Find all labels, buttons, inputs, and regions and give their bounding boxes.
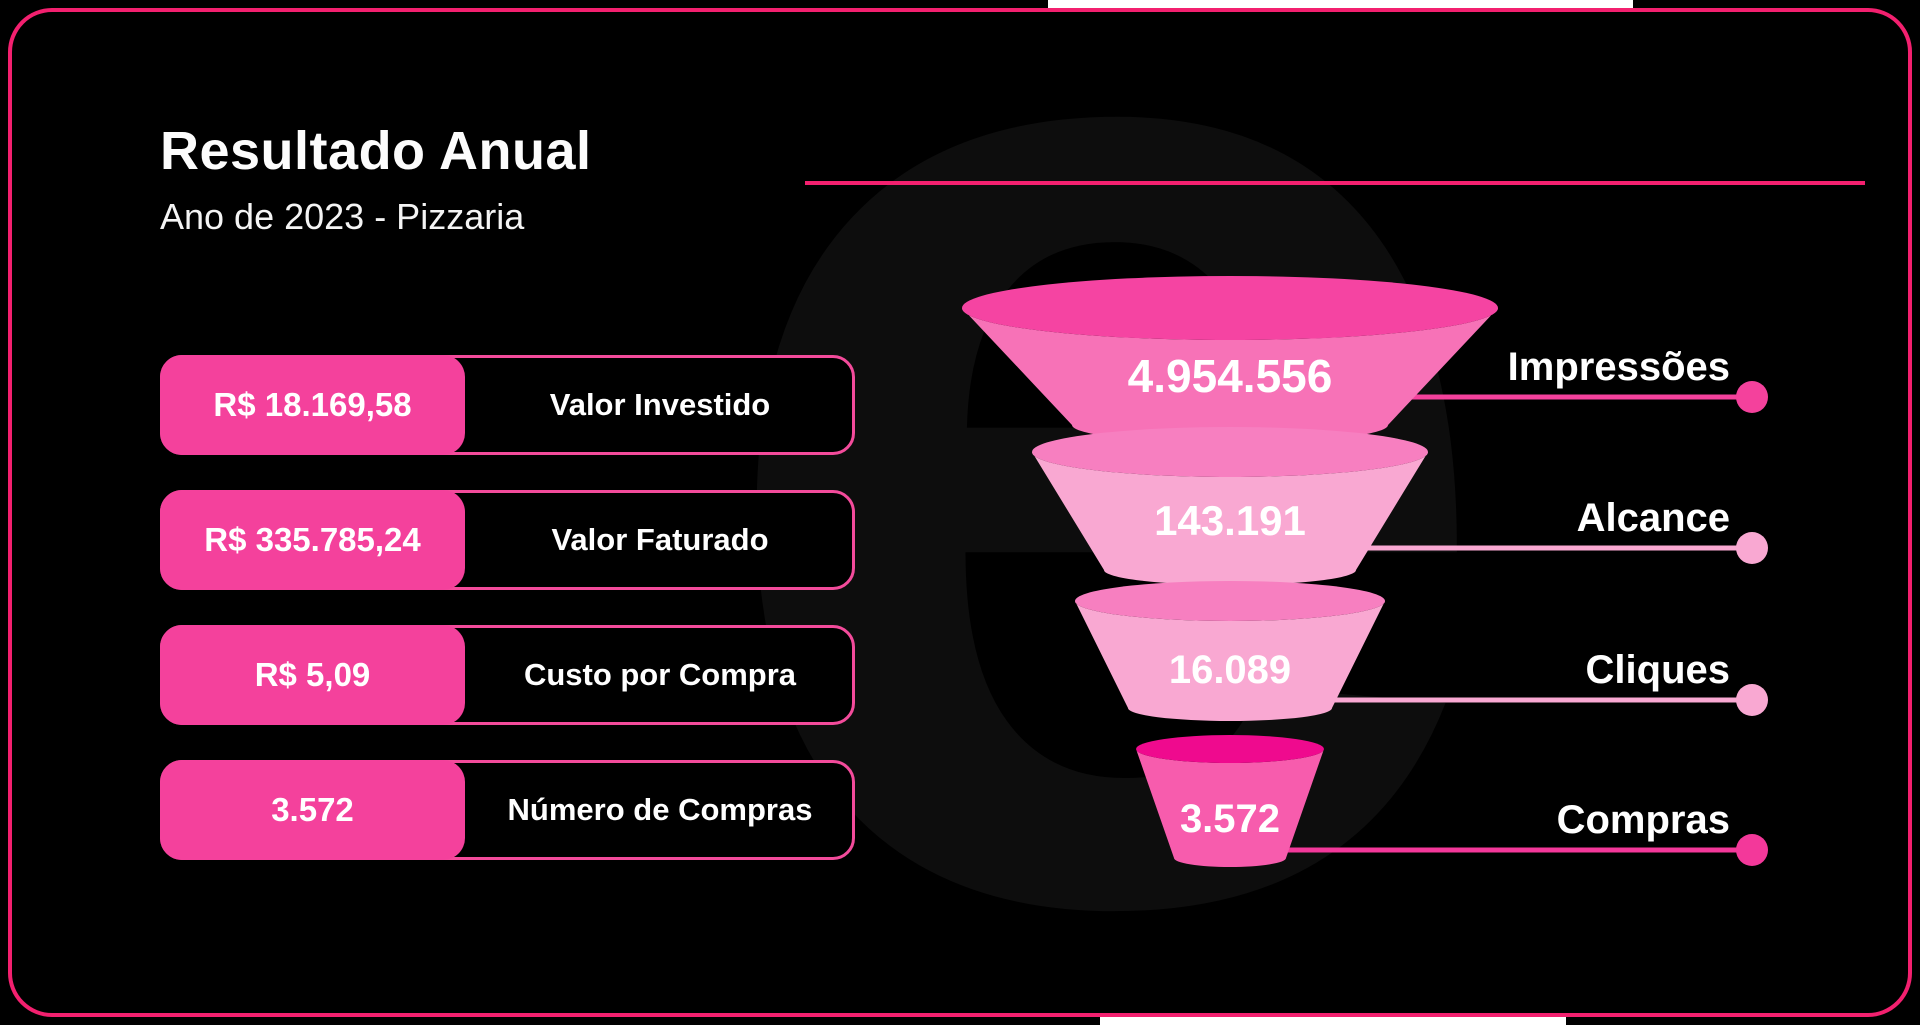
- page-subtitle: Ano de 2023 - Pizzaria: [160, 196, 525, 237]
- leader-dot-impressoes: [1736, 381, 1768, 413]
- stat-value-badge: R$ 18.169,58: [160, 355, 465, 455]
- funnel-value-alcance: 143.191: [1154, 497, 1306, 544]
- leader-dot-cliques: [1736, 684, 1768, 716]
- funnel-stage-1-top: [962, 276, 1498, 340]
- stat-value: R$ 18.169,58: [213, 386, 412, 423]
- stat-label: Valor Faturado: [551, 522, 769, 557]
- stat-value: 3.572: [271, 791, 354, 828]
- stat-label: Valor Investido: [549, 387, 771, 422]
- stat-value: R$ 335.785,24: [204, 521, 421, 558]
- stats-column: R$ 18.169,58 Valor Investido R$ 335.785,…: [160, 355, 855, 895]
- funnel-value-impressoes: 4.954.556: [1128, 350, 1333, 402]
- funnel-label-alcance: Alcance: [1577, 496, 1730, 540]
- funnel-label-impressoes: Impressões: [1508, 345, 1730, 389]
- funnel-stage-2-body: [1032, 452, 1428, 585]
- stat-value-badge: R$ 5,09: [160, 625, 465, 725]
- funnel-label-cliques: Cliques: [1586, 648, 1730, 692]
- title-divider-line: [805, 181, 1865, 185]
- background-white-strip-bottom: [1100, 1014, 1566, 1025]
- page-title: Resultado Anual: [160, 121, 592, 181]
- stat-card-numero-de-compras: 3.572 Número de Compras: [160, 760, 855, 860]
- stat-card-valor-faturado: R$ 335.785,24 Valor Faturado: [160, 490, 855, 590]
- funnel-stage-1-body: [962, 308, 1498, 443]
- funnel-value-compras: 3.572: [1180, 797, 1280, 841]
- funnel-label-compras: Compras: [1557, 798, 1730, 842]
- funnel-stage-4-top: [1136, 735, 1324, 763]
- funnel-stage-3-body: [1075, 601, 1385, 721]
- stat-value: R$ 5,09: [254, 656, 371, 693]
- stat-value-badge: R$ 335.785,24: [160, 490, 465, 590]
- header: Resultado Anual Ano de 2023 - Pizzaria: [160, 120, 592, 238]
- background-white-strip-top: [1048, 0, 1633, 11]
- funnel-stage-3-top: [1075, 581, 1385, 621]
- stat-value-badge: 3.572: [160, 760, 465, 860]
- stat-label: Custo por Compra: [523, 657, 797, 692]
- stat-card-custo-por-compra: R$ 5,09 Custo por Compra: [160, 625, 855, 725]
- stat-card-valor-investido: R$ 18.169,58 Valor Investido: [160, 355, 855, 455]
- funnel-stage-4-body: [1136, 749, 1324, 867]
- leader-dot-compras: [1736, 834, 1768, 866]
- leader-dot-alcance: [1736, 532, 1768, 564]
- funnel-value-cliques: 16.089: [1169, 648, 1291, 692]
- stat-label: Número de Compras: [507, 792, 813, 827]
- funnel-stage-2-top: [1032, 427, 1428, 477]
